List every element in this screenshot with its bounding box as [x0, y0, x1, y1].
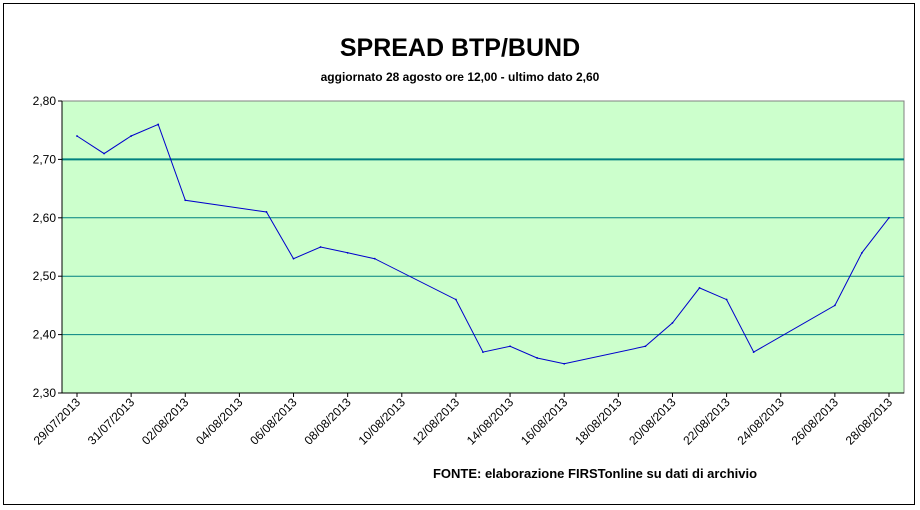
data-point: [103, 152, 105, 155]
data-point: [373, 257, 376, 260]
data-point: [888, 216, 890, 219]
x-tick-label: 20/08/2013: [626, 395, 679, 448]
data-point: [725, 298, 728, 301]
data-point: [536, 357, 539, 359]
x-tick-label: 18/08/2013: [572, 395, 625, 448]
data-point: [76, 135, 78, 137]
y-tick-label: 2,70: [33, 152, 57, 166]
data-point: [509, 345, 511, 348]
data-point: [346, 251, 349, 254]
x-tick-label: 12/08/2013: [410, 395, 463, 448]
x-tick-label: 29/07/2013: [31, 395, 84, 448]
y-tick-label: 2,40: [33, 328, 57, 342]
x-tick-label: 04/08/2013: [193, 395, 246, 448]
data-point: [265, 211, 268, 213]
data-point: [130, 135, 133, 137]
data-point: [861, 251, 863, 254]
x-tick-label: 06/08/2013: [247, 395, 300, 448]
x-tick-label: 10/08/2013: [356, 395, 409, 448]
data-point: [319, 246, 322, 248]
x-tick-label: 02/08/2013: [139, 395, 192, 448]
y-tick-label: 2,80: [33, 94, 57, 108]
chart-subtitle: aggiornato 28 agosto ore 12,00 - ultimo …: [320, 70, 600, 84]
chart-source-note: FONTE: elaborazione FIRSTonline su dati …: [432, 466, 758, 481]
data-point: [833, 304, 836, 307]
data-point: [671, 322, 674, 324]
x-tick-label: 16/08/2013: [518, 395, 571, 448]
plot-area: [61, 100, 905, 394]
x-tick-label: 26/08/2013: [789, 395, 842, 448]
data-point: [752, 351, 755, 354]
data-point: [184, 199, 187, 202]
data-point: [157, 123, 160, 126]
data-point: [455, 298, 457, 301]
data-point: [292, 257, 295, 260]
data-point: [644, 345, 647, 348]
y-tick-label: 2,50: [33, 269, 57, 283]
data-point: [563, 362, 566, 365]
data-point: [482, 351, 484, 354]
data-point: [698, 286, 701, 289]
x-tick-label: 14/08/2013: [464, 395, 517, 448]
x-tick-label: 28/08/2013: [843, 395, 896, 448]
y-tick-label: 2,60: [33, 211, 57, 225]
chart-title: SPREAD BTP/BUND: [339, 34, 581, 62]
x-tick-label: 08/08/2013: [301, 395, 354, 448]
x-tick-label: 31/07/2013: [85, 395, 138, 448]
y-tick-label: 2,30: [33, 386, 57, 400]
x-tick-label: 22/08/2013: [680, 395, 733, 448]
x-tick-label: 24/08/2013: [734, 395, 787, 448]
